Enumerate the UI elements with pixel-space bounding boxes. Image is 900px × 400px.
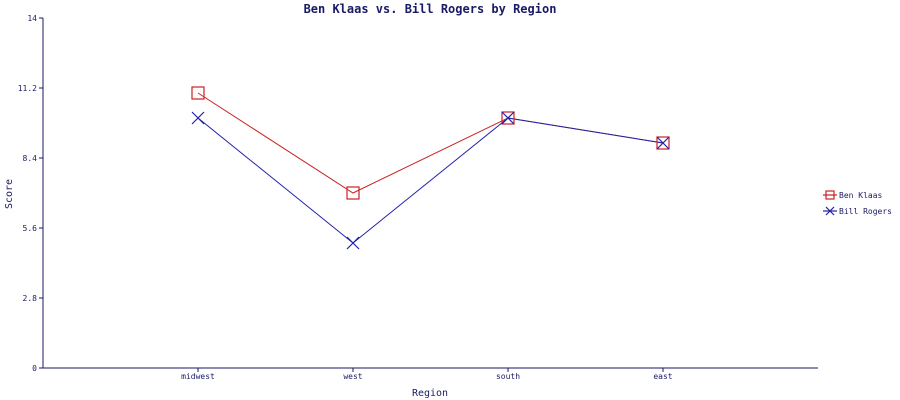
- chart-title: Ben Klaas vs. Bill Rogers by Region: [304, 2, 557, 16]
- series-1-point-3: [656, 136, 670, 150]
- series-legend-0-point-0: [825, 190, 835, 200]
- legend-label: Bill Rogers: [839, 207, 892, 216]
- y-tick-label: 0: [32, 364, 37, 373]
- x-tick-label: south: [496, 372, 520, 381]
- y-tick-label: 5.6: [23, 224, 38, 233]
- series-1-point-1: [346, 236, 360, 250]
- series-0-point-1: [346, 186, 360, 200]
- series-0-point-2: [501, 111, 515, 125]
- series-line-1: [197, 117, 664, 244]
- legend-item: Bill Rogers: [823, 206, 892, 216]
- x-tick-label: west: [343, 372, 362, 381]
- y-tick-label: 8.4: [23, 154, 38, 163]
- x-axis-label: Region: [412, 388, 448, 399]
- x-tick-label: east: [653, 372, 672, 381]
- x-tick-label: midwest: [181, 372, 215, 381]
- series-0-point-0: [191, 86, 205, 100]
- series-line-0: [197, 92, 664, 194]
- y-ticks: 0 2.8 5.6 8.4 11.2 14: [18, 14, 43, 373]
- legend-label: Ben Klaas: [839, 191, 883, 200]
- legend-item: Ben Klaas: [823, 190, 883, 200]
- series-0-point-3: [656, 136, 670, 150]
- series-layer: [191, 86, 670, 250]
- y-tick-label: 11.2: [18, 84, 37, 93]
- y-tick-label: 14: [27, 14, 37, 23]
- series-legend-1-point-0: [825, 206, 835, 216]
- x-ticks: midwest west south east: [181, 368, 673, 381]
- legend: Ben Klaas Bill Rogers: [823, 190, 892, 216]
- series-1-point-2: [501, 111, 515, 125]
- y-axis-label: Score: [4, 179, 15, 209]
- series-1-point-0: [191, 111, 205, 125]
- y-tick-label: 2.8: [23, 294, 38, 303]
